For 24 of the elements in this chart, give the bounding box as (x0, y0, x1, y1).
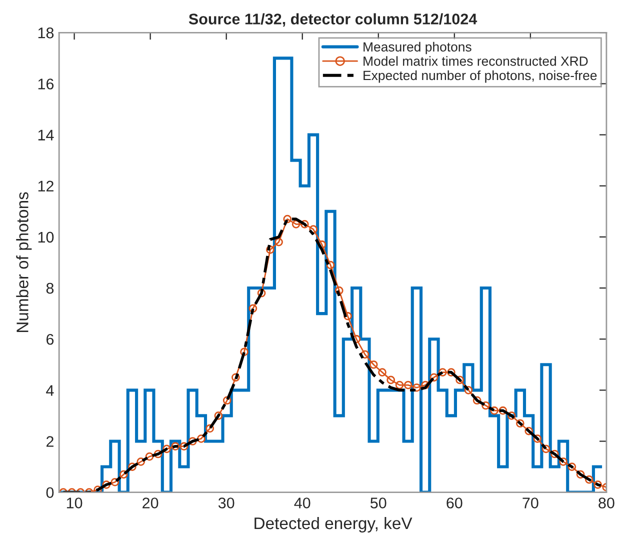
x-tick-label: 60 (446, 498, 462, 508)
y-tick-label: 16 (38, 78, 54, 90)
y-tick-label: 12 (38, 180, 54, 192)
y-tick-label: 8 (46, 282, 54, 294)
legend-label: Expected number of photons, noise-free (364, 70, 597, 83)
y-tick-label: 4 (46, 385, 54, 396)
x-axis-title: Detected energy, keV (254, 516, 412, 533)
x-tick-label: 20 (142, 498, 158, 508)
legend-label: Model matrix times reconstructed XRD (364, 56, 588, 66)
x-tick-label: 70 (522, 498, 538, 508)
y-tick-label: 18 (38, 28, 54, 38)
chart-title: Source 11/32, detector column 512/1024 (188, 13, 478, 27)
x-tick-label: 40 (294, 498, 310, 508)
x-tick-label: 10 (66, 498, 82, 508)
y-tick-label: 6 (46, 334, 54, 345)
legend-label: Measured photons (364, 42, 472, 54)
x-tick-label: 50 (370, 498, 386, 508)
x-tick-label: 80 (598, 498, 614, 508)
y-tick-label: 14 (38, 130, 54, 140)
y-axis-title: Number of photons (16, 192, 32, 332)
x-tick-label: 30 (218, 498, 234, 508)
y-tick-label: 0 (46, 487, 54, 498)
y-tick-label: 10 (38, 232, 54, 243)
y-tick-label: 2 (46, 436, 54, 447)
